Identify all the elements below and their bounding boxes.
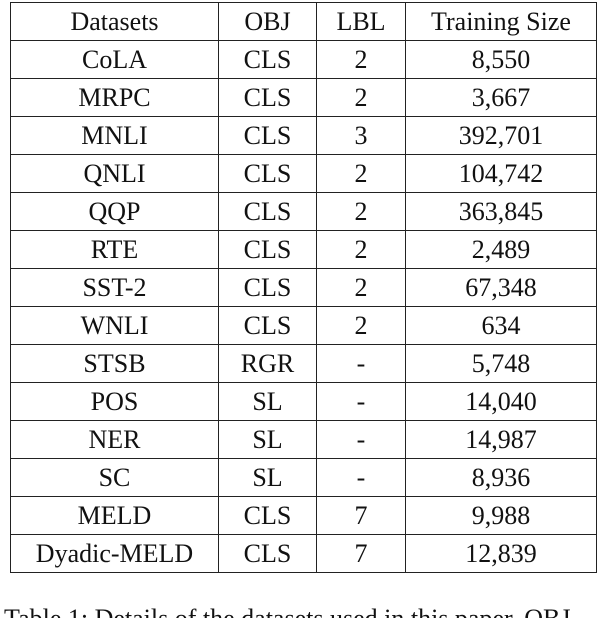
table-cell: CLS [218, 534, 317, 573]
header-cell: OBJ [218, 2, 317, 41]
table-cell: 2,489 [405, 230, 597, 269]
table-row: SST-2 CLS 2 67,348 [10, 268, 597, 307]
table-cell: 8,550 [405, 40, 597, 79]
table-cell: RGR [218, 344, 317, 383]
table-cell: 3 [316, 116, 406, 155]
table-cell: STSB [10, 344, 219, 383]
header-row: Datasets OBJ LBL Training Size [10, 2, 597, 41]
table-cell: SL [218, 420, 317, 459]
header-cell: LBL [316, 2, 406, 41]
table-row: QNLI CLS 2 104,742 [10, 154, 597, 193]
table-cell: SST-2 [10, 268, 219, 307]
table-cell: NER [10, 420, 219, 459]
table-cell: SL [218, 382, 317, 421]
header-cell: Datasets [10, 2, 219, 41]
table-cell: MNLI [10, 116, 219, 155]
table-cell: 392,701 [405, 116, 597, 155]
table-cell: QNLI [10, 154, 219, 193]
table-row: RTE CLS 2 2,489 [10, 230, 597, 269]
table-cell: 67,348 [405, 268, 597, 307]
table-cell: CLS [218, 306, 317, 345]
table-cell: 2 [316, 230, 406, 269]
table-cell: 7 [316, 496, 406, 535]
table-cell: 634 [405, 306, 597, 345]
table-cell: 2 [316, 192, 406, 231]
table-cell: CLS [218, 154, 317, 193]
table-cell: MRPC [10, 78, 219, 117]
table-cell: QQP [10, 192, 219, 231]
table-row: CoLA CLS 2 8,550 [10, 40, 597, 79]
table-cell: POS [10, 382, 219, 421]
table-cell: CLS [218, 78, 317, 117]
table-cell: - [316, 458, 406, 497]
table-row: MRPC CLS 2 3,667 [10, 78, 597, 117]
table-cell: 2 [316, 306, 406, 345]
table-row: MNLI CLS 3 392,701 [10, 116, 597, 155]
table-cell: 9,988 [405, 496, 597, 535]
table-cell: 2 [316, 40, 406, 79]
datasets-table: Datasets OBJ LBL Training Size CoLA CLS 2 8,55… [10, 2, 597, 573]
table-cell: Dyadic-MELD [10, 534, 219, 573]
caption: Table 1: Details of the datasets used in… [4, 604, 570, 618]
table-cell: CLS [218, 496, 317, 535]
table-cell: CLS [218, 192, 317, 231]
table-cell: 2 [316, 154, 406, 193]
table-cell: 8,936 [405, 458, 597, 497]
table-cell: 2 [316, 268, 406, 307]
table-cell: - [316, 420, 406, 459]
table-cell: 7 [316, 534, 406, 573]
table-cell: SL [218, 458, 317, 497]
table-cell: WNLI [10, 306, 219, 345]
table-row: WNLI CLS 2 634 [10, 306, 597, 345]
table-cell: CLS [218, 116, 317, 155]
table-cell: CLS [218, 40, 317, 79]
table-cell: CoLA [10, 40, 219, 79]
table-row: STSB RGR -5,748 [10, 344, 597, 383]
table-cell: MELD [10, 496, 219, 535]
table-cell: CLS [218, 268, 317, 307]
table-cell: 363,845 [405, 192, 597, 231]
table-cell: CLS [218, 230, 317, 269]
table-row: QQP CLS 2 363,845 [10, 192, 597, 231]
table-cell: 14,987 [405, 420, 597, 459]
table-cell: 104,742 [405, 154, 597, 193]
table-cell: RTE [10, 230, 219, 269]
table-cell: 14,040 [405, 382, 597, 421]
header-cell: Training Size [405, 2, 597, 41]
table-cell: 3,667 [405, 78, 597, 117]
table-cell: 5,748 [405, 344, 597, 383]
table-row: POS SL -14,040 [10, 382, 597, 421]
table-row: SC SL -8,936 [10, 458, 597, 497]
table-cell: - [316, 344, 406, 383]
table-row: Dyadic-MELD CLS 7 12,839 [10, 534, 597, 573]
table-cell: SC [10, 458, 219, 497]
table-row: NER SL -14,987 [10, 420, 597, 459]
table-cell: 12,839 [405, 534, 597, 573]
table-cell: - [316, 382, 406, 421]
table-cell: 2 [316, 78, 406, 117]
table-row: MELD CLS 7 9,988 [10, 496, 597, 535]
